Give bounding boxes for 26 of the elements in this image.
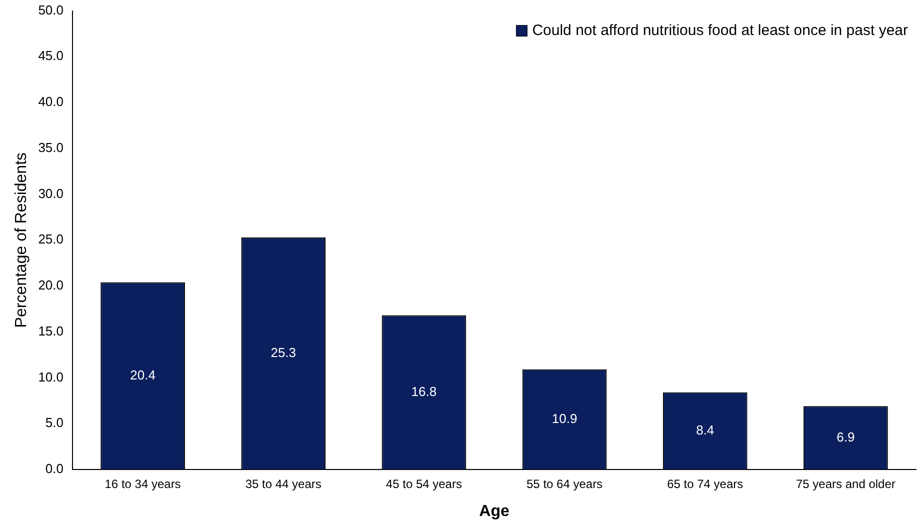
x-axis-title: Age [479,502,510,520]
x-tick-label: 55 to 64 years [526,476,603,491]
data-label: 16.8 [411,384,437,399]
y-tick-label: 25.0 [38,232,64,247]
legend-label: Could not afford nutritious food at least once in past year [532,22,908,39]
x-tick-label: 35 to 44 years [245,476,322,491]
x-tick-label: 45 to 54 years [386,476,462,491]
y-tick-label: 50.0 [38,2,64,18]
y-tick-label: 30.0 [38,186,64,201]
y-tick-label: 45.0 [38,48,64,64]
y-tick-label: 0.0 [45,460,64,476]
data-label: 6.9 [836,429,855,444]
y-tick-label: 20.0 [38,278,64,293]
y-tick-label: 35.0 [38,140,64,155]
data-label: 8.4 [696,422,714,438]
data-label: 10.9 [552,410,578,426]
x-tick-label: 65 to 74 years [667,476,744,491]
y-tick-label: 15.0 [38,323,64,338]
x-tick-label: 75 years and older [796,476,896,491]
y-axis-title: Percentage of Residents [13,152,30,328]
y-tick-label: 5.0 [45,415,64,430]
data-label: 20.4 [130,367,156,382]
y-tick-label: 10.0 [38,369,64,384]
y-tick-label: 40.0 [38,94,64,110]
x-tick-label: 16 to 34 years [104,476,181,491]
data-label: 25.3 [270,344,296,360]
